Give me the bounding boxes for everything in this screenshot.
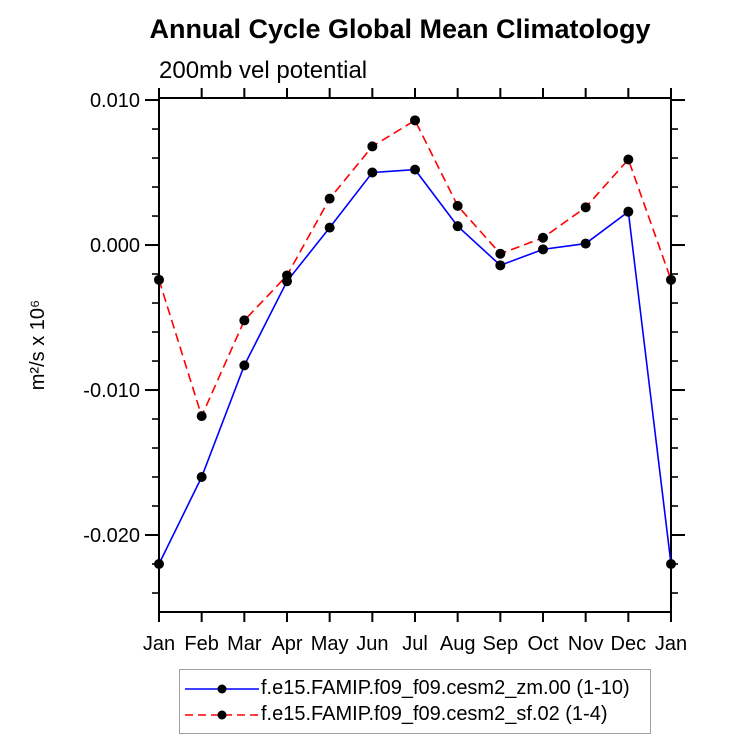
x-tick-label: Aug (440, 633, 476, 655)
legend-line-sample (185, 710, 259, 719)
data-point-s0 (239, 360, 250, 371)
x-tick-label: Oct (527, 633, 559, 655)
data-point-s0 (623, 206, 634, 217)
data-point-s1 (324, 193, 335, 204)
x-tick-label: Jun (356, 633, 388, 655)
data-point-s0 (410, 164, 420, 175)
x-tick-label: Mar (227, 633, 262, 655)
data-point-s0 (538, 244, 548, 255)
x-tick-label: Apr (271, 633, 302, 655)
data-point-s1 (282, 270, 292, 281)
data-point-s0 (196, 472, 207, 483)
legend-label: f.e15.FAMIP.f09_f09.cesm2_zm.00 (1-10) (261, 677, 630, 699)
x-tick-label: Jul (402, 633, 428, 655)
legend-line-sample (185, 684, 259, 693)
chart-subtitle: 200mb vel potential (159, 57, 368, 84)
x-tick-label: May (311, 633, 349, 655)
legend-item: f.e15.FAMIP.f09_f09.cesm2_zm.00 (1-10) (180, 676, 650, 701)
data-point-s1 (154, 274, 164, 285)
data-point-s0 (452, 221, 463, 232)
data-point-s1 (580, 202, 591, 213)
y-tick-label: 0.000 (90, 235, 140, 257)
y-tick-label: 0.010 (90, 90, 140, 112)
data-point-s1 (196, 411, 207, 422)
x-tick-label: Jan (143, 633, 175, 655)
series-line-0 (158, 168, 672, 565)
data-point-s0 (580, 238, 591, 249)
plot-frame (158, 97, 672, 613)
data-point-s0 (154, 559, 164, 570)
legend-marker-icon (217, 684, 227, 693)
x-tick-label: Nov (568, 633, 604, 655)
data-point-s0 (324, 222, 335, 233)
legend-marker-icon (217, 710, 227, 719)
data-point-s0 (666, 559, 676, 570)
data-point-s1 (495, 248, 506, 259)
x-tick-label: Sep (483, 633, 519, 655)
data-point-s1 (367, 141, 378, 152)
data-point-s1 (410, 115, 420, 126)
x-tick-label: Jan (655, 633, 687, 655)
y-tick-label: -0.010 (83, 380, 140, 402)
legend: f.e15.FAMIP.f09_f09.cesm2_zm.00 (1-10) f.… (179, 669, 651, 734)
y-tick-label: -0.020 (83, 525, 140, 547)
data-point-s1 (666, 274, 676, 285)
legend-label: f.e15.FAMIP.f09_f09.cesm2_sf.02 (1-4) (261, 703, 608, 725)
data-point-s1 (623, 154, 634, 165)
data-point-s0 (367, 167, 378, 178)
data-point-s1 (538, 232, 548, 243)
data-point-s1 (452, 200, 463, 211)
x-tick-label: Dec (611, 633, 647, 655)
legend-item: f.e15.FAMIP.f09_f09.cesm2_sf.02 (1-4) (180, 702, 650, 727)
data-point-s0 (495, 260, 506, 271)
chart-title: Annual Cycle Global Mean Climatology (149, 14, 651, 44)
x-tick-label: Feb (184, 633, 218, 655)
data-point-s1 (239, 315, 250, 326)
